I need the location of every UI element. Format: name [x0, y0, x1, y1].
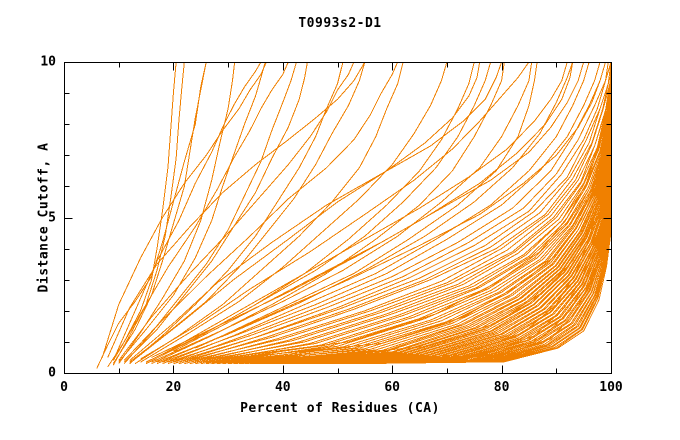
series-line	[151, 61, 505, 365]
y-tick-label: 5	[48, 210, 56, 225]
series-line	[156, 61, 574, 363]
series-line	[134, 61, 481, 360]
series-line	[107, 61, 177, 368]
series-line	[129, 61, 344, 365]
series-line	[167, 61, 609, 363]
series-line	[107, 61, 366, 358]
series-group	[96, 61, 612, 369]
series-line	[364, 61, 612, 363]
series-line	[118, 61, 266, 363]
series-line	[156, 61, 538, 365]
series-line	[140, 61, 530, 360]
series-line	[129, 61, 366, 363]
series-line	[167, 61, 607, 365]
series-line	[255, 62, 612, 357]
series-line	[112, 61, 207, 364]
x-tick-label: 60	[384, 380, 401, 395]
series-line	[162, 61, 590, 365]
series-line	[304, 62, 612, 358]
series-line	[123, 61, 297, 365]
series-line	[173, 61, 612, 365]
series-line	[101, 61, 267, 358]
axis-frame	[64, 62, 612, 374]
series-line	[184, 61, 612, 365]
x-tick-label: 20	[165, 380, 182, 395]
series-line	[178, 61, 612, 363]
series-line	[178, 61, 612, 365]
series-line	[140, 61, 448, 363]
series-line	[112, 61, 185, 366]
series-line	[151, 61, 533, 363]
series-line	[381, 62, 612, 363]
series-line	[112, 61, 262, 361]
series-line	[118, 61, 355, 361]
x-axis-label: Percent of Residues (CA)	[240, 401, 440, 416]
y-tick-label: 10	[40, 54, 56, 70]
x-tick-label: 80	[493, 380, 510, 395]
series-line	[195, 61, 607, 349]
series-line	[112, 61, 289, 361]
series-line	[173, 61, 585, 352]
series-line	[403, 62, 612, 362]
series-line	[189, 61, 612, 363]
series-line	[123, 61, 399, 361]
page-title: T0993s2-D1	[298, 16, 382, 31]
x-tick-label: 0	[60, 380, 68, 395]
series-line	[123, 61, 308, 363]
series-line	[162, 61, 601, 363]
series-line	[228, 62, 612, 358]
y-tick-label: 0	[48, 365, 56, 381]
series-line	[145, 61, 492, 363]
x-tick-label: 40	[274, 380, 291, 395]
x-tick-label: 100	[599, 380, 623, 395]
series-line	[189, 61, 612, 365]
series-line	[162, 61, 568, 355]
series-line	[118, 61, 236, 364]
series-line	[96, 61, 207, 369]
